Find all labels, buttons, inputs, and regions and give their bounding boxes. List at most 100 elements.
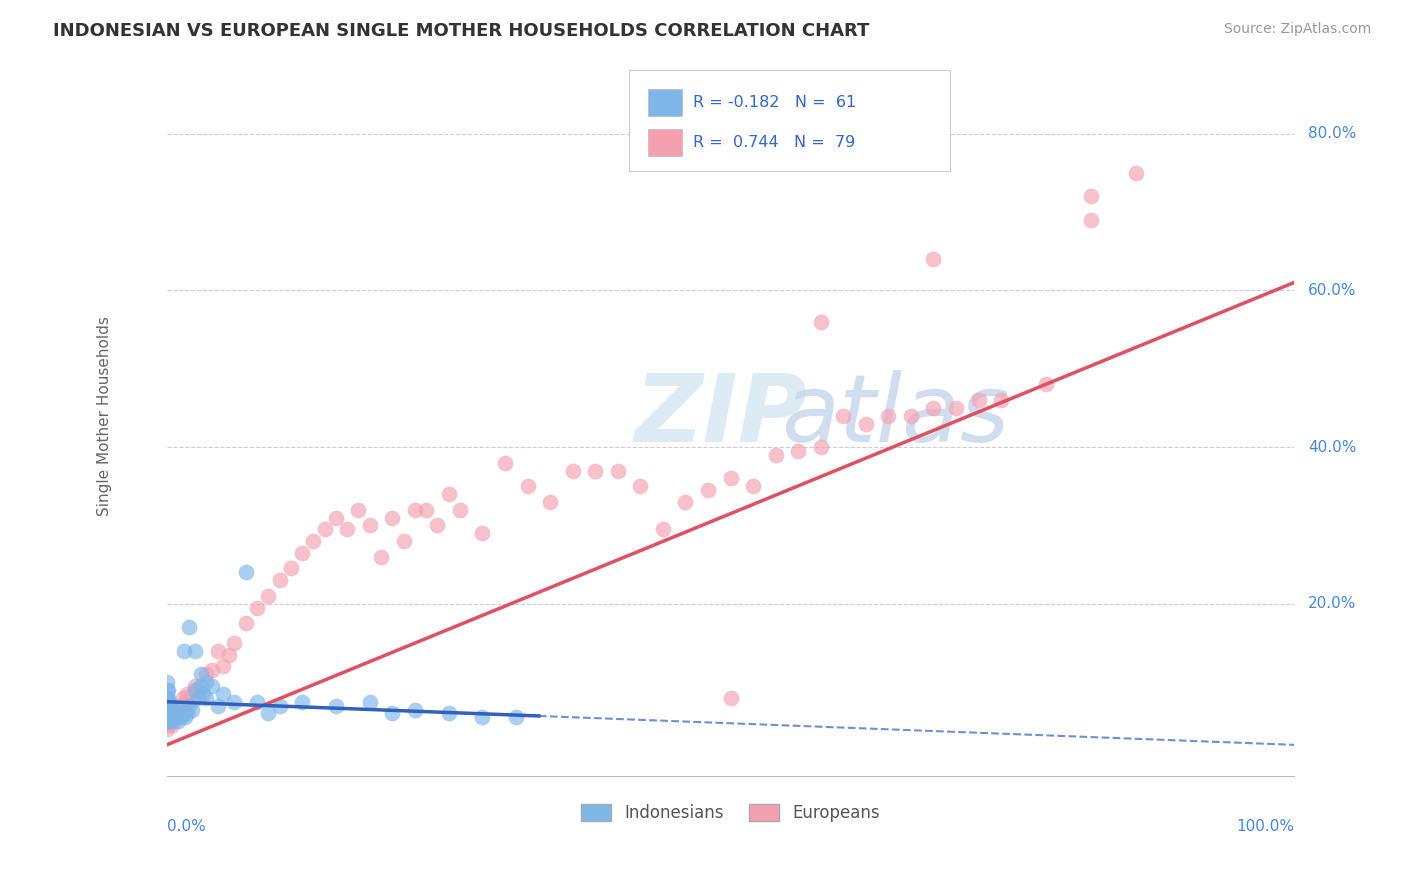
Text: Source: ZipAtlas.com: Source: ZipAtlas.com: [1223, 22, 1371, 37]
Point: [156, 710, 179, 724]
Point: [291, 546, 314, 560]
Point: [179, 695, 201, 709]
Point: [156, 702, 179, 716]
Point: [160, 710, 183, 724]
Text: 100.0%: 100.0%: [1236, 820, 1295, 834]
Point: [832, 409, 855, 423]
Point: [810, 440, 832, 454]
Point: [162, 710, 184, 724]
Point: [163, 702, 186, 716]
Point: [370, 549, 392, 564]
Point: [1080, 212, 1102, 227]
Point: [404, 502, 426, 516]
Point: [184, 683, 207, 698]
Point: [404, 702, 426, 716]
Point: [176, 687, 198, 701]
Point: [325, 510, 347, 524]
Point: [415, 502, 437, 516]
Point: [967, 392, 990, 407]
FancyBboxPatch shape: [628, 70, 950, 170]
Point: [392, 534, 415, 549]
Point: [720, 690, 742, 705]
Point: [169, 706, 191, 721]
Point: [235, 616, 257, 631]
Point: [561, 463, 583, 477]
Point: [195, 690, 218, 705]
Point: [156, 714, 179, 729]
Point: [167, 702, 190, 716]
Point: [426, 518, 449, 533]
Legend: Indonesians, Europeans: Indonesians, Europeans: [575, 797, 887, 830]
Point: [810, 315, 832, 329]
Text: 80.0%: 80.0%: [1308, 126, 1357, 141]
Point: [156, 698, 179, 713]
Text: Single Mother Households: Single Mother Households: [97, 316, 112, 516]
Point: [156, 706, 179, 721]
Point: [1125, 166, 1147, 180]
Point: [160, 710, 183, 724]
Point: [257, 589, 280, 603]
Point: [336, 522, 359, 536]
Point: [156, 698, 179, 713]
Text: INDONESIAN VS EUROPEAN SINGLE MOTHER HOUSEHOLDS CORRELATION CHART: INDONESIAN VS EUROPEAN SINGLE MOTHER HOU…: [53, 22, 870, 40]
Point: [314, 522, 336, 536]
Point: [179, 698, 201, 713]
Point: [516, 479, 538, 493]
Bar: [648, 89, 682, 117]
Bar: [648, 128, 682, 156]
Point: [187, 690, 209, 705]
Point: [505, 710, 527, 724]
Point: [166, 706, 188, 721]
Point: [167, 714, 190, 729]
Point: [235, 566, 257, 580]
Text: R = -0.182   N =  61: R = -0.182 N = 61: [693, 95, 856, 110]
Point: [156, 683, 179, 698]
Point: [471, 526, 494, 541]
Text: R =  0.744   N =  79: R = 0.744 N = 79: [693, 135, 856, 150]
Point: [269, 574, 291, 588]
Point: [207, 644, 229, 658]
Point: [172, 690, 194, 705]
Point: [742, 479, 765, 493]
Point: [1080, 189, 1102, 203]
Point: [162, 702, 184, 716]
Point: [195, 675, 218, 690]
Point: [162, 710, 184, 724]
Point: [224, 695, 246, 709]
Point: [156, 690, 179, 705]
Point: [246, 695, 269, 709]
Point: [191, 687, 214, 701]
Point: [291, 695, 314, 709]
Text: ZIP: ZIP: [634, 369, 807, 462]
Point: [359, 518, 381, 533]
Point: [157, 695, 180, 709]
Point: [157, 710, 180, 724]
Point: [159, 714, 181, 729]
Point: [156, 710, 179, 724]
Text: 40.0%: 40.0%: [1308, 440, 1357, 455]
Point: [156, 698, 179, 713]
Point: [787, 444, 810, 458]
Point: [990, 392, 1012, 407]
Point: [156, 706, 179, 721]
Point: [190, 667, 212, 681]
Point: [201, 664, 224, 678]
Point: [720, 471, 742, 485]
Point: [157, 702, 180, 716]
Point: [167, 710, 190, 724]
Point: [173, 710, 195, 724]
Point: [163, 706, 186, 721]
Point: [179, 620, 201, 634]
Point: [900, 409, 922, 423]
Point: [165, 710, 187, 724]
Text: 20.0%: 20.0%: [1308, 596, 1357, 611]
Point: [765, 448, 787, 462]
Point: [165, 710, 187, 724]
Point: [246, 600, 269, 615]
Point: [697, 483, 720, 497]
Point: [156, 690, 179, 705]
Point: [922, 401, 945, 415]
Point: [162, 718, 184, 732]
Point: [173, 644, 195, 658]
Point: [176, 706, 198, 721]
